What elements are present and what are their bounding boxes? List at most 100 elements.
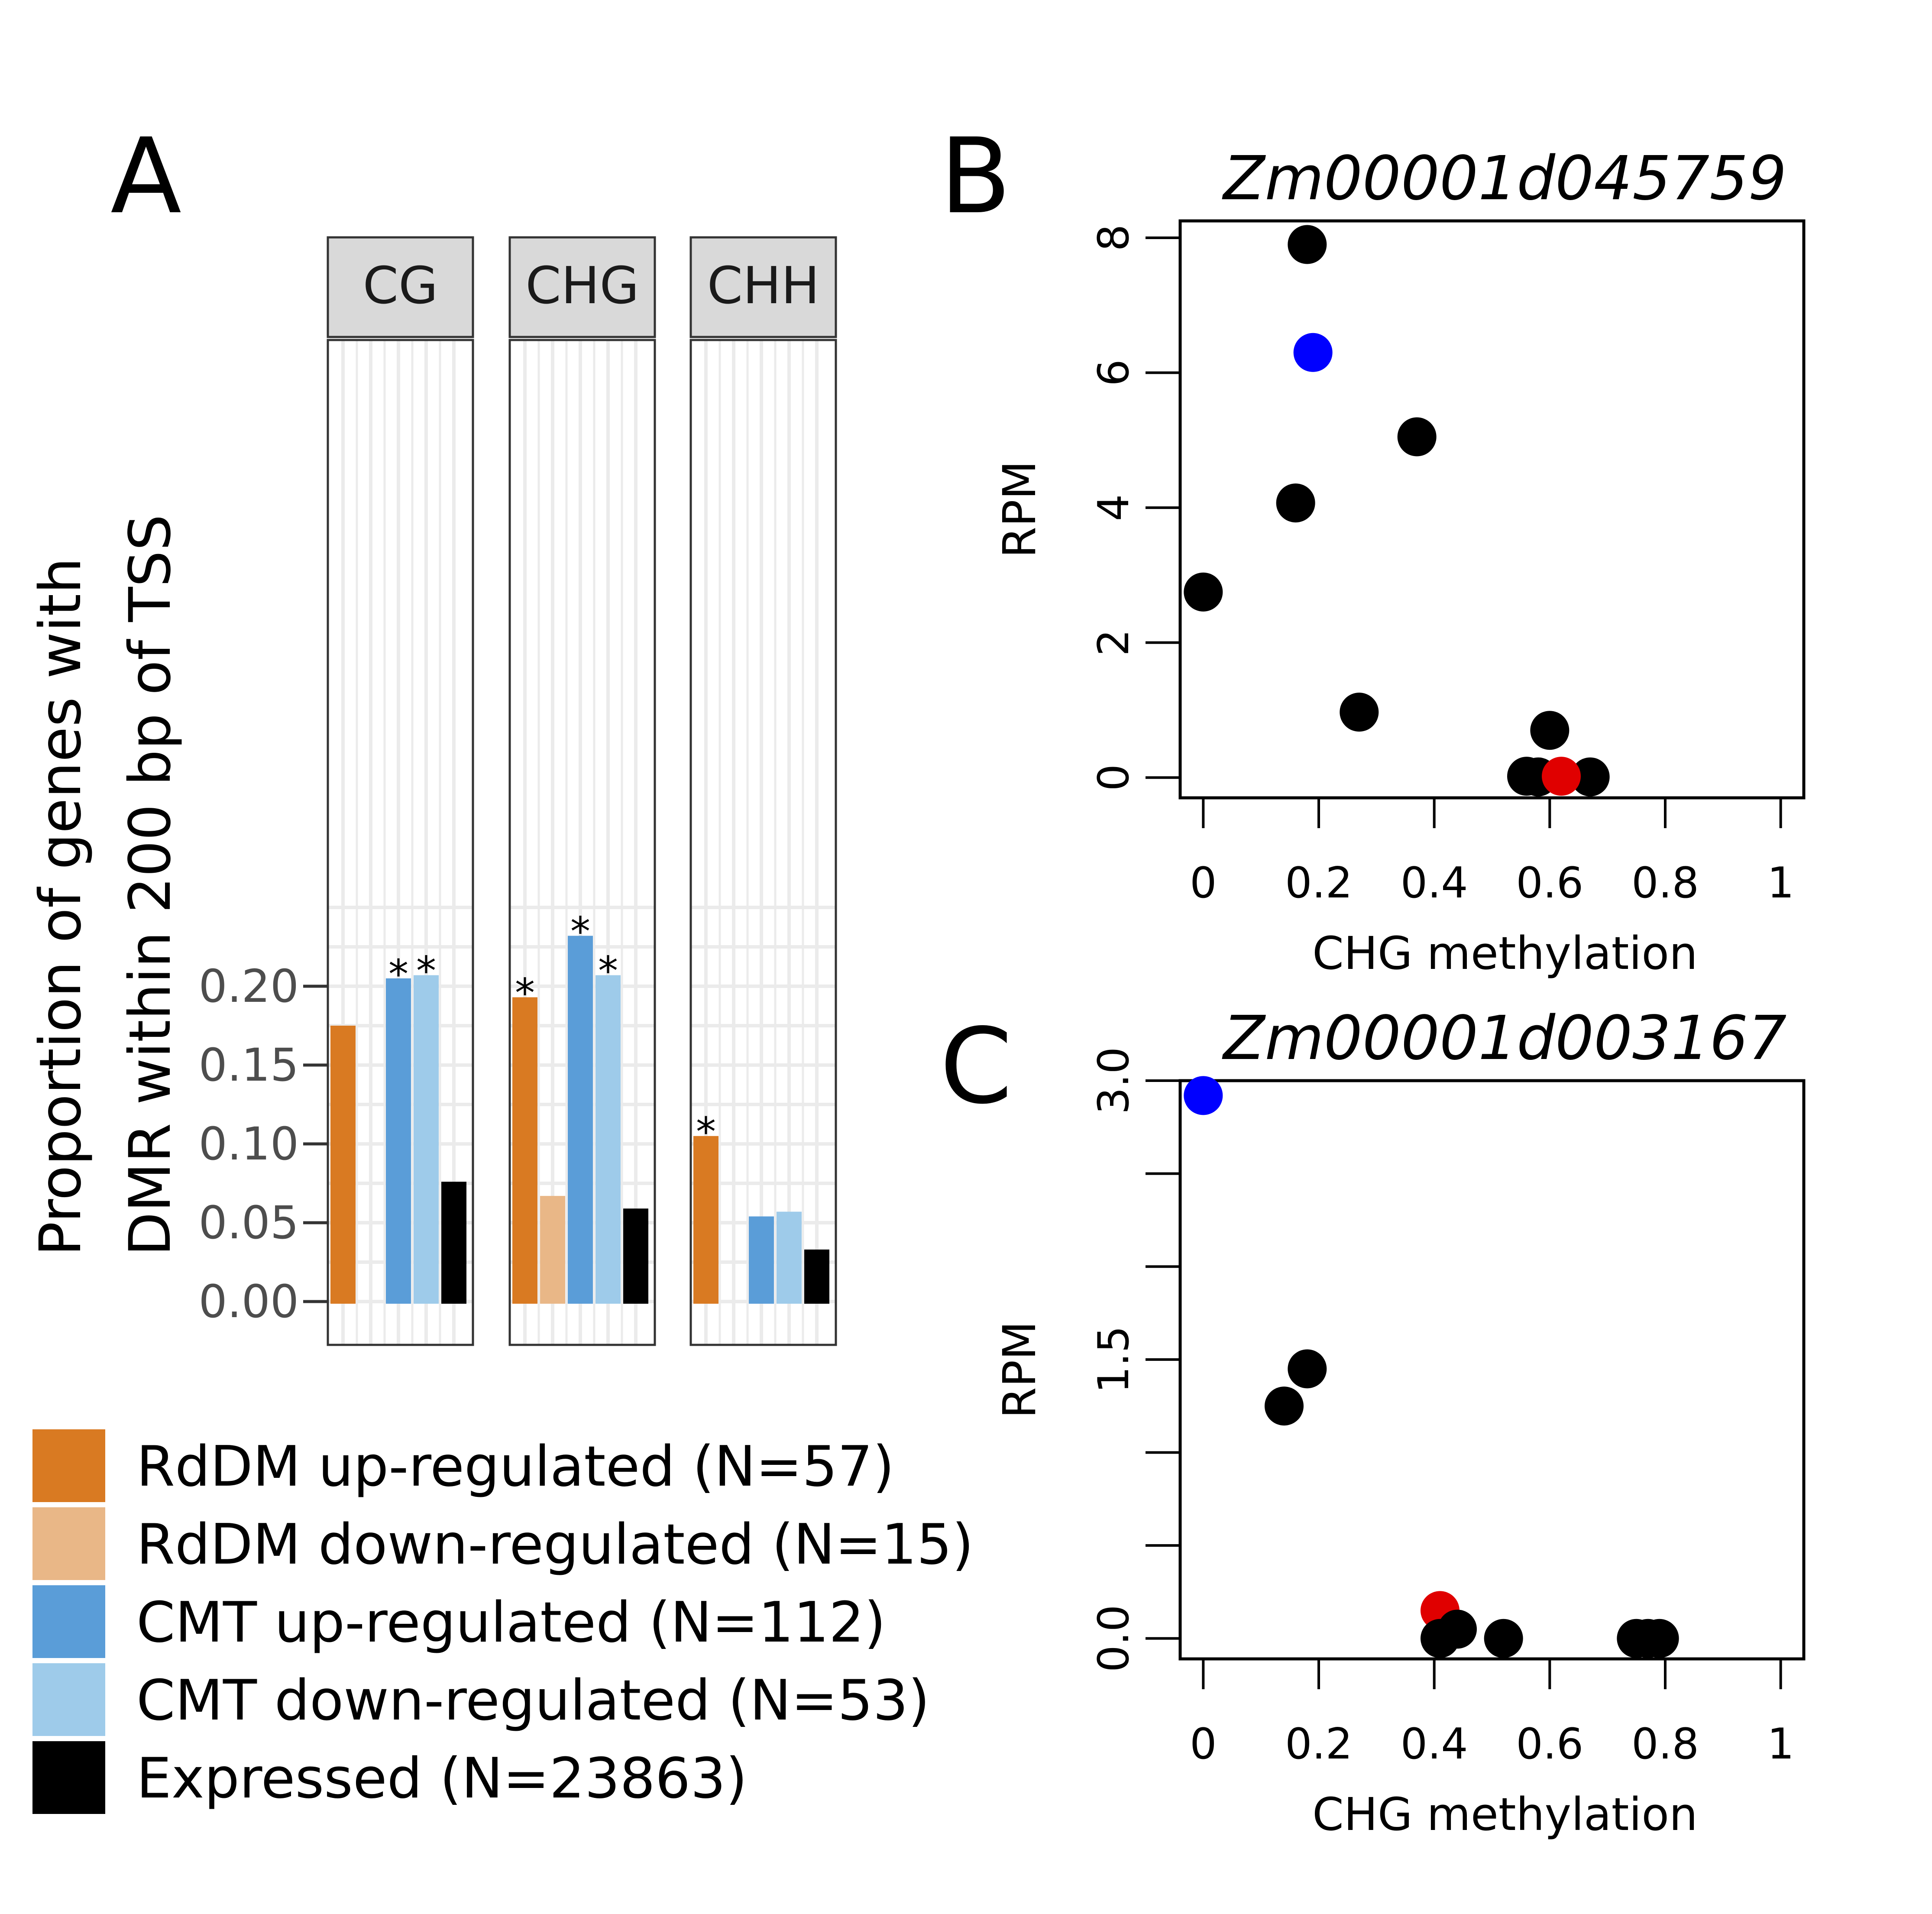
significance-star: *: [416, 948, 436, 994]
legend-label-cmt_up: CMT up-regulated (N=112): [136, 1590, 886, 1655]
facet-strip: [689, 236, 837, 338]
facet-label: CG: [363, 256, 438, 315]
bar-cmt_down-cg: [414, 975, 439, 1304]
y-tick-label: 0.15: [198, 1039, 299, 1091]
legend-label-rddm_up: RdDM up-regulated (N=57): [136, 1435, 894, 1499]
y-tick-label: 4: [1089, 494, 1139, 521]
y-tick-label: 0.10: [198, 1117, 299, 1170]
bar-cmt_up-chh: [749, 1216, 774, 1304]
y-axis-label: RPM: [993, 461, 1046, 558]
facet-chh: CHH *: [689, 236, 837, 1346]
y-axis-label-line2: DMR within 200 bp of TSS: [117, 515, 184, 1256]
data-point-black: [1184, 572, 1223, 612]
x-tick-label: 0.6: [1516, 1720, 1583, 1769]
bar-rddm_down-chg: [540, 1196, 565, 1304]
y-tick-label: 8: [1089, 224, 1139, 251]
y-tick-label: 0.20: [198, 960, 299, 1013]
facet-border: [327, 339, 474, 1346]
y-tick-label: 3.0: [1089, 1047, 1139, 1114]
x-tick-label: 0.6: [1516, 858, 1583, 908]
x-tick-label: 0.4: [1401, 858, 1468, 908]
scatter-panel-b: B Zm00001d045759 0 0.2 0.4 0.6 0.8 1 0 2 4 6 8 CHG m…: [940, 116, 1806, 980]
panel-letter-b: B: [940, 116, 1011, 237]
data-point-red: [1542, 757, 1581, 796]
data-point-blue: [1184, 1076, 1223, 1115]
y-tick-label: 1.5: [1089, 1326, 1139, 1393]
legend-swatch-cmt_up: [32, 1585, 105, 1658]
data-point-black: [1276, 483, 1315, 523]
y-tick-label: 6: [1089, 359, 1139, 386]
facet-strip: [327, 236, 474, 338]
legend-swatch-cmt_down: [32, 1663, 105, 1736]
data-point-black: [1570, 757, 1610, 797]
plot-frame: [1178, 219, 1806, 800]
y-tick-label: 0.00: [198, 1275, 299, 1328]
legend-label-cmt_down: CMT down-regulated (N=53): [136, 1668, 930, 1733]
data-point-blue: [1293, 333, 1333, 372]
data-point-black: [1640, 1619, 1679, 1658]
facet-label: CHG: [525, 256, 639, 315]
facet-strip: [508, 236, 656, 338]
x-tick-label: 0.2: [1285, 1720, 1353, 1769]
plot-frame: [1178, 1079, 1806, 1661]
facet-chg: CHG***: [508, 236, 656, 1346]
x-tick-label: 0.2: [1285, 858, 1353, 908]
y-tick-label: 0: [1089, 764, 1139, 791]
facet-cg: CG * *: [327, 236, 474, 1346]
facets: CG* *CHG***CHH*: [327, 236, 837, 1346]
data-point-black: [1484, 1619, 1523, 1658]
y-tick-label: 2: [1089, 629, 1139, 656]
significance-star: *: [515, 970, 535, 1016]
x-tick-label: 0.8: [1631, 1720, 1699, 1769]
data-point-black: [1288, 1349, 1327, 1389]
bar-rddm_up-chg: [512, 997, 537, 1304]
bar-expressed-chh: [804, 1249, 829, 1304]
data-point-black: [1288, 225, 1327, 264]
x-tick-label: 1: [1767, 858, 1794, 908]
facet-border: [508, 339, 656, 1346]
y-axis-label-line1: Proportion of genes with: [27, 557, 94, 1256]
bar-cmt_down-chg: [595, 975, 621, 1304]
scatter-title: Zm00001d045759: [1222, 143, 1787, 214]
y-axis-label: RPM: [993, 1321, 1046, 1418]
bar-cmt_down-chh: [777, 1211, 802, 1304]
data-point-black: [1421, 1619, 1460, 1658]
legend-swatch-rddm_up: [32, 1429, 105, 1502]
data-point-black: [1340, 693, 1379, 732]
data-point-black: [1265, 1386, 1304, 1426]
panel-letter-c: C: [940, 1006, 1013, 1127]
x-tick-label: 0: [1190, 858, 1217, 908]
x-tick-label: 0: [1190, 1720, 1217, 1769]
bar-expressed-chg: [623, 1208, 648, 1304]
legend-swatch-rddm_down: [32, 1507, 105, 1580]
y-tick-label: 0.05: [198, 1196, 299, 1249]
x-tick-label: 1: [1767, 1720, 1794, 1769]
y-axis-ticks: 0.00 0.05 0.10 0.15 0.20: [198, 960, 328, 1328]
significance-star: *: [696, 1109, 716, 1155]
legend-label-rddm_down: RdDM down-regulated (N=15): [136, 1512, 974, 1577]
legend-label-expressed: Expressed (N=23863): [136, 1746, 748, 1811]
data-point-black: [1397, 417, 1437, 457]
x-tick-label: 0.4: [1401, 1720, 1468, 1769]
bar-expressed-cg: [441, 1182, 466, 1304]
legend: RdDM up-regulated (N=57) RdDM down-regula…: [32, 1429, 974, 1814]
scatter-title: Zm00001d003167: [1222, 1003, 1787, 1074]
facet-label: CHH: [707, 256, 820, 315]
significance-star: *: [570, 909, 590, 955]
significance-star: *: [388, 951, 408, 997]
y-tick-label: 0.0: [1089, 1605, 1139, 1672]
x-tick-label: 0.8: [1631, 858, 1699, 908]
facet-border: [689, 339, 837, 1346]
bar-cmt_up-chg: [568, 936, 593, 1304]
x-axis-label: CHG methylation: [1312, 927, 1698, 980]
x-axis-label: CHG methylation: [1312, 1788, 1698, 1841]
scatter-panel-c: C Zm00001d003167 0 0.2 0.4 0.6 0.8 1 0.0 1.5 3.0 C…: [940, 1003, 1806, 1841]
bar-rddm_up-cg: [330, 1026, 356, 1304]
bar-cmt_up-cg: [386, 978, 411, 1304]
legend-swatch-expressed: [32, 1741, 105, 1814]
bar-chart-panel: A Proportion of genes with DMR within 20…: [27, 116, 837, 1346]
data-point-black: [1530, 711, 1570, 750]
bar-rddm_up-chh: [693, 1136, 718, 1304]
significance-star: *: [598, 948, 618, 994]
